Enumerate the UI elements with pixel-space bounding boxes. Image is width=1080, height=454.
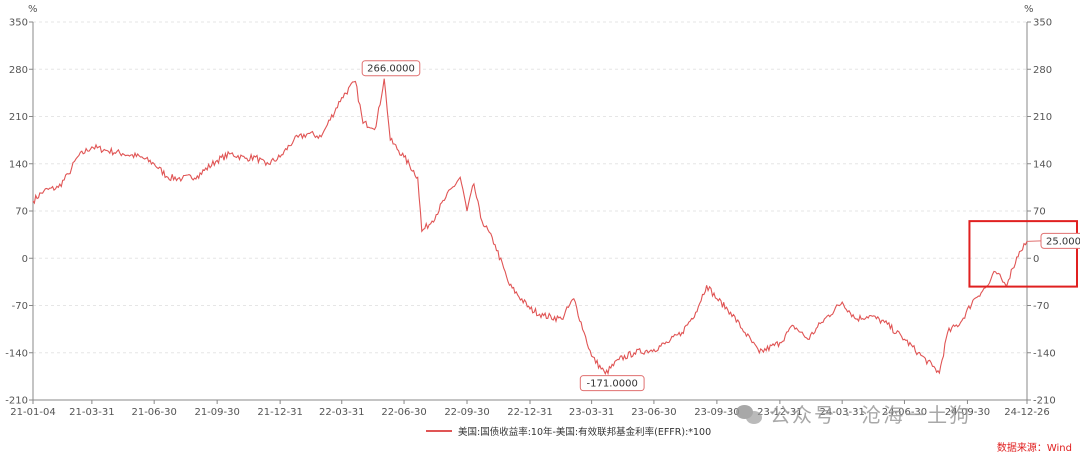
y-tick-label-left: 350 <box>9 18 28 29</box>
y-tick-label-left: 70 <box>15 207 28 218</box>
y-axis-right-unit: % <box>1024 4 1034 15</box>
x-tick-label: 22-09-30 <box>444 407 489 418</box>
legend[interactable]: 美国:国债收益率:10年-美国:有效联邦基金利率(EFFR):*100 <box>426 424 711 438</box>
x-tick-label: 23-12-31 <box>757 407 802 418</box>
wechat-icon <box>736 403 764 425</box>
y-tick-label-left: -70 <box>12 301 28 312</box>
watermark-text: 公众号 · 沧海一土狗 <box>770 403 972 427</box>
x-tick-label: 24-06-30 <box>882 407 927 418</box>
annotations-group: 266.0000 -171.0000 25.0000 <box>361 60 1080 392</box>
annotation-leader <box>1026 240 1042 242</box>
x-tick-label: 22-03-31 <box>319 407 364 418</box>
y-tick-label-right: 70 <box>1033 207 1046 218</box>
watermark: 公众号 · 沧海一土狗 <box>736 399 971 428</box>
highlight-rect <box>968 220 1078 288</box>
y-tick-label-left: -210 <box>5 396 28 407</box>
y-tick-label-right: 210 <box>1033 112 1052 123</box>
y-tick-label-right: 0 <box>1033 254 1039 265</box>
series-line <box>32 78 1028 376</box>
x-tick-label: 21-09-30 <box>194 407 239 418</box>
x-tick-label: 22-12-31 <box>507 407 552 418</box>
highlight-box <box>968 220 1078 288</box>
y-axis-left-ticks: 350 280 210 140 70 0 -70 -140 -210 <box>5 18 33 407</box>
y-tick-label-left: -140 <box>5 348 28 359</box>
y-axis-left-unit: % <box>28 4 38 15</box>
y-tick-label-left: 280 <box>9 65 28 76</box>
y-tick-label-right: 140 <box>1033 159 1052 170</box>
legend-swatch <box>426 430 452 432</box>
x-tick-label: 21-12-31 <box>257 407 302 418</box>
y-axis-right-ticks: 350 280 210 140 70 0 -70 -140 -210 <box>1027 18 1056 407</box>
x-tick-label: 24-09-30 <box>945 407 990 418</box>
annotation-box <box>579 375 645 392</box>
x-tick-label: 23-06-30 <box>631 407 676 418</box>
y-tick-label-right: 280 <box>1033 65 1052 76</box>
y-tick-label-right: 350 <box>1033 18 1052 29</box>
annotation-box <box>361 60 421 77</box>
y-tick-label-left: 140 <box>9 159 28 170</box>
annotation-label: -171.0000 <box>587 379 638 390</box>
legend-label: 美国:国债收益率:10年-美国:有效联邦基金利率(EFFR):*100 <box>458 427 712 438</box>
gridlines <box>33 21 1027 354</box>
x-tick-label: 24-03-31 <box>819 407 864 418</box>
y-tick-label-right: -140 <box>1033 348 1056 359</box>
y-tick-label-right: -70 <box>1033 301 1049 312</box>
annotation-label: 25.0000 <box>1046 236 1080 247</box>
x-tick-label: 21-03-31 <box>69 407 114 418</box>
x-axis-ticks: 21-01-04 21-03-31 21-06-30 21-09-30 21-12-31… <box>10 400 1050 418</box>
x-tick-label: 21-06-30 <box>131 407 176 418</box>
axes <box>32 22 1028 401</box>
x-tick-label: 23-09-30 <box>694 407 739 418</box>
x-tick-label: 22-06-30 <box>381 407 426 418</box>
source-label: 数据来源：Wind <box>996 443 1072 454</box>
y-tick-label-right: -210 <box>1033 396 1056 407</box>
x-tick-label: 23-03-31 <box>569 407 614 418</box>
series-group <box>32 78 1028 376</box>
annotation-label: 266.0000 <box>367 64 415 75</box>
y-tick-label-left: 0 <box>22 254 28 265</box>
y-tick-label-left: 210 <box>9 112 28 123</box>
x-tick-label: 21-01-04 <box>10 407 55 418</box>
x-tick-label: 24-12-26 <box>1004 407 1049 418</box>
